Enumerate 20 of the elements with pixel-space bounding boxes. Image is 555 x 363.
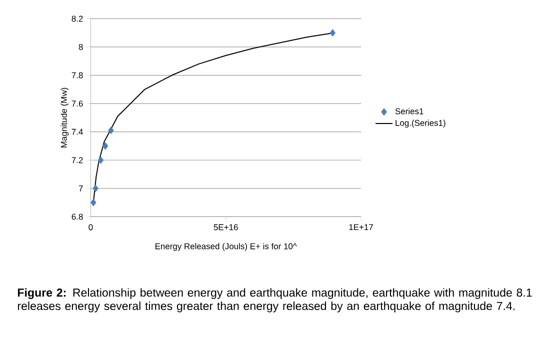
y-tick-label: 7.4 bbox=[72, 128, 83, 135]
y-tick-label: 7.8 bbox=[72, 72, 83, 78]
y-tick-label: 8.2 bbox=[72, 16, 83, 22]
x-tick-label: 0 bbox=[88, 224, 93, 230]
point bbox=[92, 184, 98, 192]
y-tick-label: 7.6 bbox=[72, 100, 83, 107]
y-tick-label: 7.2 bbox=[72, 157, 83, 164]
x-tick-label: 1E+17 bbox=[349, 224, 373, 230]
point bbox=[108, 126, 114, 134]
point bbox=[102, 142, 108, 150]
text: Figure 2: Relationship between energy and earthquake magnitude, earthquake with magnitude 8.1 releases energy several times greater than energy released by an earthquake of magnitude 7.4. bbox=[18, 288, 532, 312]
point bbox=[98, 156, 104, 164]
legend-label: Log.(Series1) bbox=[396, 120, 446, 128]
y-tick-label: 6.8 bbox=[72, 214, 83, 220]
x-tick-label: 5E+16 bbox=[214, 224, 238, 230]
x-axis-title: Energy Released (Jouls) E+ is for 10^ bbox=[155, 243, 297, 251]
y-axis-title: Magnitude (Mw) bbox=[60, 88, 69, 148]
y-tick-label: 8 bbox=[78, 44, 83, 50]
legend-label: Series1 bbox=[395, 108, 424, 114]
y-tick-label: 7 bbox=[78, 185, 83, 192]
